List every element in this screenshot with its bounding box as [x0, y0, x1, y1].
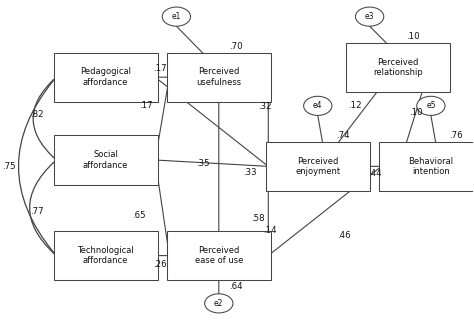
Text: Perceived
ease of use: Perceived ease of use	[195, 246, 243, 265]
Circle shape	[205, 294, 233, 313]
Text: Social
affordance: Social affordance	[83, 150, 128, 170]
FancyArrowPatch shape	[29, 162, 54, 253]
Text: .10: .10	[406, 32, 419, 41]
FancyArrowPatch shape	[370, 26, 388, 44]
Text: Pedagogical
affordance: Pedagogical affordance	[80, 68, 131, 87]
Text: Perceived
enjoyment: Perceived enjoyment	[295, 157, 340, 176]
Text: e2: e2	[214, 299, 223, 308]
Text: .12: .12	[348, 101, 361, 110]
FancyBboxPatch shape	[167, 231, 271, 280]
Text: .75: .75	[2, 162, 16, 171]
FancyBboxPatch shape	[266, 142, 370, 191]
FancyArrowPatch shape	[155, 78, 169, 160]
Text: .10: .10	[409, 108, 423, 117]
Text: .17: .17	[153, 64, 167, 73]
FancyArrowPatch shape	[431, 116, 436, 143]
FancyArrowPatch shape	[318, 116, 323, 143]
FancyBboxPatch shape	[379, 142, 474, 191]
FancyArrowPatch shape	[268, 167, 381, 256]
Text: .65: .65	[132, 211, 146, 220]
Text: .77: .77	[30, 207, 44, 216]
Text: e4: e4	[313, 101, 322, 110]
FancyArrowPatch shape	[33, 80, 54, 158]
FancyArrowPatch shape	[18, 80, 54, 253]
FancyArrowPatch shape	[268, 77, 269, 166]
Text: .46: .46	[337, 231, 350, 240]
Text: Behavioral
intention: Behavioral intention	[408, 157, 454, 176]
FancyBboxPatch shape	[54, 52, 157, 102]
FancyArrowPatch shape	[155, 77, 268, 166]
Text: .58: .58	[251, 214, 265, 223]
FancyArrowPatch shape	[155, 160, 169, 255]
Circle shape	[417, 96, 445, 116]
FancyArrowPatch shape	[268, 167, 269, 256]
Text: .74: .74	[336, 131, 349, 140]
FancyArrowPatch shape	[367, 166, 381, 167]
Text: .32: .32	[258, 102, 272, 111]
FancyArrowPatch shape	[176, 26, 203, 54]
FancyBboxPatch shape	[346, 43, 450, 92]
FancyArrowPatch shape	[155, 160, 268, 167]
Text: Perceived
usefulness: Perceived usefulness	[196, 68, 241, 87]
Text: .14: .14	[263, 226, 276, 235]
Text: .64: .64	[229, 282, 243, 291]
Circle shape	[356, 7, 384, 26]
FancyBboxPatch shape	[54, 231, 157, 280]
Text: Technological
affordance: Technological affordance	[77, 246, 134, 265]
Text: .44: .44	[368, 169, 382, 178]
FancyBboxPatch shape	[54, 135, 157, 185]
FancyArrowPatch shape	[406, 91, 423, 143]
Text: .33: .33	[244, 168, 257, 177]
Text: e5: e5	[426, 101, 436, 110]
FancyArrowPatch shape	[155, 255, 169, 256]
Circle shape	[162, 7, 191, 26]
Text: .35: .35	[196, 159, 210, 168]
Text: e1: e1	[172, 12, 181, 21]
FancyArrowPatch shape	[337, 91, 378, 143]
Text: .76: .76	[449, 131, 463, 140]
Text: .82: .82	[30, 110, 44, 119]
Text: .26: .26	[153, 260, 167, 269]
Text: Perceived
relationship: Perceived relationship	[373, 58, 423, 77]
Text: .17: .17	[139, 101, 153, 110]
Circle shape	[304, 96, 332, 116]
FancyBboxPatch shape	[167, 52, 271, 102]
Text: e3: e3	[365, 12, 374, 21]
Text: .70: .70	[229, 42, 243, 51]
